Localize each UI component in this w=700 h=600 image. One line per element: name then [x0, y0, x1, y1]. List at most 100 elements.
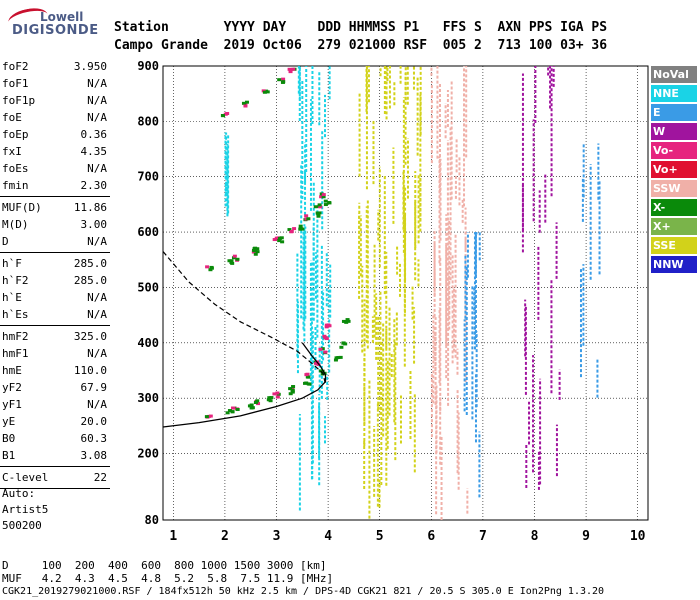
trace-point	[274, 236, 279, 240]
x-tick-label: 9	[582, 529, 590, 544]
param-value: 60.3	[80, 432, 108, 445]
trace-point	[288, 70, 293, 74]
trace-point	[314, 361, 319, 365]
param-group: foF2 3.950 foF1 N/A foF1p N/A foE N/A foEp 0.36 fx…	[0, 58, 110, 197]
trace-point	[266, 398, 271, 402]
trace-point	[255, 247, 260, 251]
param-value: 110.0	[73, 364, 107, 377]
trace-point	[339, 345, 344, 349]
legend-item-vo: Vo-	[651, 142, 697, 159]
param-name: foE	[2, 111, 22, 124]
trace-point	[344, 320, 349, 324]
trace-point	[277, 239, 282, 243]
legend-item-x: X+	[651, 218, 697, 235]
trace-point	[252, 246, 257, 250]
legend-item-w: W	[651, 123, 697, 140]
x-tick-label: 3	[273, 529, 281, 544]
trace-point	[300, 227, 305, 231]
trace-point	[324, 325, 329, 329]
param-row: yF2 67.9	[0, 379, 110, 396]
param-value: N/A	[87, 77, 107, 90]
trace-point	[249, 406, 254, 410]
trace-point	[256, 402, 261, 406]
param-row: foEs N/A	[0, 160, 110, 177]
trace-point	[279, 236, 284, 240]
trace-point	[253, 252, 258, 256]
param-row: yE 20.0	[0, 413, 110, 430]
trace-point	[244, 100, 249, 104]
header-row-1: Station YYYY DAY DDD HHMMSS P1 FFS S AXN…	[114, 20, 608, 35]
trace-point	[227, 409, 232, 413]
param-value: 3.950	[73, 60, 107, 73]
trace-point	[288, 387, 293, 391]
trace-point	[241, 101, 246, 105]
trace-point	[304, 214, 309, 218]
trace-point	[269, 396, 274, 400]
trace-point	[288, 392, 293, 396]
param-row: hmF2 325.0	[0, 328, 110, 345]
param-group: hmF2 325.0 hmF1 N/A hmE 110.0 yF2 67.9 yF1 N/A yE 2…	[0, 328, 110, 467]
param-value: N/A	[87, 162, 107, 175]
trace-point	[346, 319, 351, 323]
x-tick-label: 1	[169, 529, 177, 544]
param-name: foF1p	[2, 94, 36, 107]
trace-point	[281, 77, 286, 81]
param-name: hmF2	[2, 330, 29, 343]
trace-point	[225, 411, 230, 415]
trace-point	[229, 260, 234, 264]
param-value: 0.36	[80, 128, 108, 141]
trace-point	[253, 401, 258, 405]
trace-point	[272, 392, 277, 396]
param-value: 3.00	[80, 218, 108, 231]
trace-point	[265, 90, 270, 94]
footer-d-row: D 100 200 400 600 800 1000 1500 3000 [km…	[2, 559, 327, 572]
trace-point	[235, 257, 240, 261]
header-row-2: Campo Grande 2019 Oct06 279 021000 RSF 0…	[114, 38, 608, 53]
trace-point	[272, 238, 277, 242]
trace-point	[231, 406, 236, 410]
param-row: B1 3.08	[0, 447, 110, 464]
trace-point	[255, 250, 260, 254]
trace-point	[290, 389, 295, 393]
param-row: h`E N/A	[0, 289, 110, 306]
trace-point	[323, 350, 328, 354]
x-tick-label: 10	[630, 529, 646, 544]
trace-point	[230, 410, 235, 414]
legend-item-nne: NNE	[651, 85, 697, 102]
param-row: h`Es N/A	[0, 306, 110, 323]
param-row: D N/A	[0, 233, 110, 250]
param-row: foF1p N/A	[0, 92, 110, 109]
trace-point	[275, 391, 280, 395]
trace-point	[321, 195, 326, 199]
param-value: 4.35	[80, 145, 108, 158]
trace-point	[231, 256, 236, 260]
param-value: N/A	[87, 398, 107, 411]
trace-point	[315, 211, 320, 215]
param-name: fmin	[2, 179, 29, 192]
logo-text-lowell: Lowell	[40, 10, 84, 24]
trace-point	[306, 217, 311, 221]
trace-point	[227, 259, 232, 263]
param-name: C-level	[2, 471, 49, 484]
param-name: B1	[2, 449, 16, 462]
param-name: foEs	[2, 162, 29, 175]
param-row: fxI 4.35	[0, 143, 110, 160]
trace-point	[298, 224, 303, 228]
trace-point	[267, 396, 272, 400]
trace-point	[333, 358, 338, 362]
trace-point	[341, 319, 346, 323]
trace-point	[206, 414, 211, 418]
param-row: fmin 2.30	[0, 177, 110, 194]
trace-point	[289, 229, 294, 233]
trace-point	[221, 114, 226, 118]
param-group: h`F 285.0 h`F2 285.0 h`E N/A h`Es N/A	[0, 255, 110, 326]
trace-point	[345, 318, 350, 322]
trace-point	[319, 192, 324, 196]
param-group: C-level 22	[0, 469, 110, 489]
trace-point	[205, 265, 210, 269]
legend-item-x: X-	[651, 199, 697, 216]
y-tick-label: 300	[137, 391, 159, 405]
x-tick-label: 4	[324, 529, 332, 544]
trace-point	[307, 382, 312, 386]
param-row: foF1 N/A	[0, 75, 110, 92]
